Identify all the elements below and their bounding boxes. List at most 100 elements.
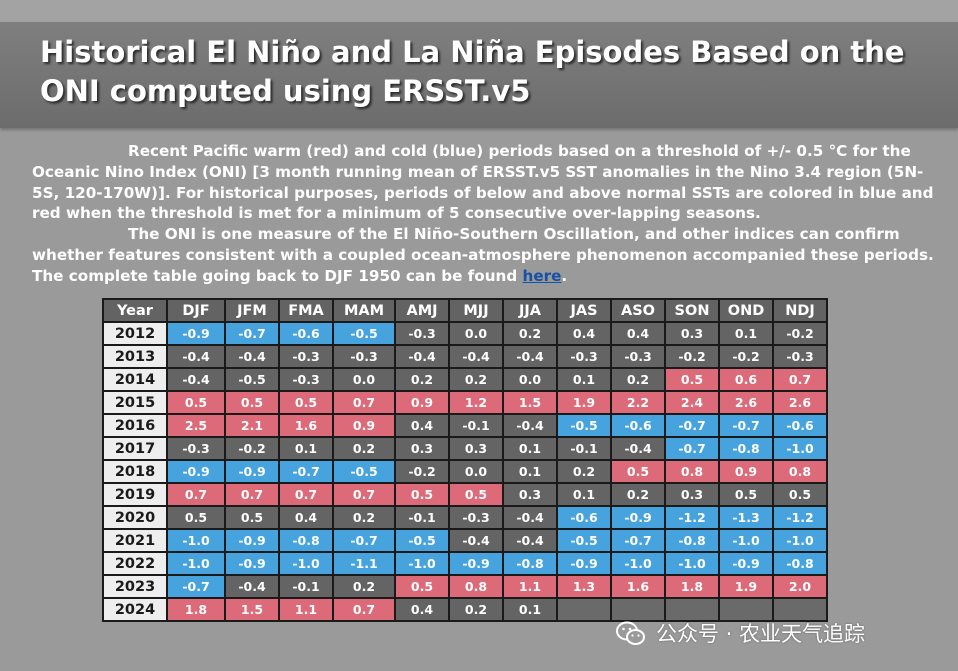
oni-value-cell: -1.1 — [332, 551, 396, 576]
oni-value-cell: 0.4 — [278, 505, 334, 530]
oni-value-cell: -0.3 — [448, 505, 504, 530]
oni-value-cell: -0.9 — [224, 459, 280, 484]
oni-value-cell: -1.0 — [166, 551, 226, 576]
oni-value-cell: 0.0 — [448, 321, 504, 346]
column-header-mam: MAM — [332, 298, 396, 323]
year-cell: 2012 — [102, 321, 168, 346]
year-cell: 2015 — [102, 390, 168, 415]
oni-value-cell: -0.9 — [448, 551, 504, 576]
oni-value-cell: 1.6 — [610, 574, 666, 599]
column-header-year: Year — [102, 298, 168, 323]
oni-value-cell — [556, 597, 612, 622]
oni-value-cell: 0.2 — [556, 459, 612, 484]
oni-value-cell: -1.0 — [772, 528, 828, 553]
oni-value-cell: -0.6 — [772, 413, 828, 438]
year-cell: 2024 — [102, 597, 168, 622]
oni-value-cell: 0.5 — [394, 574, 450, 599]
oni-value-cell: -0.9 — [718, 551, 774, 576]
oni-value-cell: -0.6 — [556, 505, 612, 530]
oni-value-cell: 0.8 — [448, 574, 504, 599]
table-row: 2012 -0.9 -0.7 -0.6 -0.5 -0.3 0.0 0.2 0.4 0.4 0.3 0… — [102, 321, 828, 346]
year-cell: 2019 — [102, 482, 168, 507]
oni-table: Year DJF JFM FMA MAM AMJ MJJ JJA JAS ASO SON OND NDJ… — [102, 298, 828, 622]
oni-value-cell: -0.7 — [332, 528, 396, 553]
oni-value-cell: 1.6 — [278, 413, 334, 438]
oni-value-cell: -0.7 — [278, 459, 334, 484]
oni-value-cell: -0.8 — [664, 528, 720, 553]
oni-value-cell: 1.5 — [224, 597, 280, 622]
column-header-jja: JJA — [502, 298, 558, 323]
column-header-jas: JAS — [556, 298, 612, 323]
oni-value-cell: 0.2 — [610, 482, 666, 507]
intro-paragraph-2-text: The ONI is one measure of the El Niño-So… — [32, 225, 934, 285]
oni-value-cell: -0.6 — [278, 321, 334, 346]
table-row: 2016 2.5 2.1 1.6 0.9 0.4 -0.1 -0.4 -0.5 -0.6 -0.7-… — [102, 413, 828, 438]
oni-value-cell: 0.3 — [664, 321, 720, 346]
column-header-son: SON — [664, 298, 720, 323]
oni-value-cell: 0.3 — [664, 482, 720, 507]
oni-value-cell: -0.1 — [394, 505, 450, 530]
year-cell: 2023 — [102, 574, 168, 599]
oni-value-cell: 0.2 — [502, 321, 558, 346]
oni-value-cell: -1.0 — [610, 551, 666, 576]
oni-table-body: 2012 -0.9 -0.7 -0.6 -0.5 -0.3 0.0 0.2 0.4 0.4 0.3 0… — [102, 321, 828, 622]
oni-value-cell: -0.3 — [556, 344, 612, 369]
oni-value-cell: 0.5 — [448, 482, 504, 507]
oni-value-cell: -0.8 — [718, 436, 774, 461]
oni-value-cell: 1.1 — [278, 597, 334, 622]
year-cell: 2021 — [102, 528, 168, 553]
table-row: 2015 0.5 0.5 0.5 0.7 0.9 1.2 1.5 1.9 2.2 2.4 2.6 2.6 — [102, 390, 828, 415]
year-cell: 2018 — [102, 459, 168, 484]
oni-value-cell: -0.3 — [610, 344, 666, 369]
oni-value-cell: 1.9 — [556, 390, 612, 415]
oni-value-cell: -0.4 — [502, 505, 558, 530]
intro-text: Recent Pacific warm (red) and cold (blue… — [32, 141, 942, 287]
oni-value-cell: 0.9 — [718, 459, 774, 484]
oni-value-cell: -0.4 — [448, 344, 504, 369]
oni-value-cell: 0.2 — [332, 505, 396, 530]
oni-value-cell: 0.5 — [394, 482, 450, 507]
oni-value-cell: 0.1 — [718, 321, 774, 346]
table-row: 2024 1.8 1.5 1.1 0.7 0.4 0.2 0.1 — [102, 597, 828, 622]
oni-value-cell: -0.3 — [772, 344, 828, 369]
oni-value-cell — [664, 597, 720, 622]
column-header-amj: AMJ — [394, 298, 450, 323]
oni-value-cell: 1.8 — [664, 574, 720, 599]
oni-value-cell: -0.1 — [448, 413, 504, 438]
column-header-ndj: NDJ — [772, 298, 828, 323]
oni-value-cell: 1.9 — [718, 574, 774, 599]
oni-value-cell: -0.3 — [166, 436, 226, 461]
table-row: 2018 -0.9 -0.9 -0.7 -0.5 -0.2 0.0 0.1 0.2 0.5 0.8 0… — [102, 459, 828, 484]
oni-value-cell: 0.4 — [394, 413, 450, 438]
oni-value-cell: 0.0 — [502, 367, 558, 392]
full-table-link[interactable]: here — [522, 266, 562, 285]
oni-value-cell: 2.6 — [772, 390, 828, 415]
oni-value-cell: -0.2 — [394, 459, 450, 484]
oni-value-cell: 0.7 — [166, 482, 226, 507]
oni-value-cell: 0.4 — [394, 597, 450, 622]
oni-value-cell: 1.8 — [166, 597, 226, 622]
oni-value-cell: -0.4 — [224, 344, 280, 369]
oni-value-cell: -0.9 — [166, 321, 226, 346]
table-row: 2013 -0.4 -0.4 -0.3 -0.3 -0.4 -0.4 -0.4 -0.3 -0.3… — [102, 344, 828, 369]
oni-value-cell: 0.4 — [556, 321, 612, 346]
oni-value-cell: 0.2 — [332, 436, 396, 461]
oni-value-cell: 0.5 — [166, 390, 226, 415]
oni-value-cell: -0.4 — [610, 436, 666, 461]
oni-value-cell: -0.9 — [556, 551, 612, 576]
table-row: 2023 -0.7 -0.4 -0.1 0.2 0.5 0.8 1.1 1.3 1.6 1.8 1.9… — [102, 574, 828, 599]
column-header-djf: DJF — [166, 298, 226, 323]
oni-value-cell: 0.1 — [502, 436, 558, 461]
year-cell: 2014 — [102, 367, 168, 392]
oni-value-cell: 0.1 — [278, 436, 334, 461]
oni-value-cell: 0.7 — [332, 390, 396, 415]
year-cell: 2022 — [102, 551, 168, 576]
oni-value-cell: 0.7 — [332, 597, 396, 622]
oni-value-cell: 0.9 — [394, 390, 450, 415]
oni-value-cell: 1.5 — [502, 390, 558, 415]
oni-value-cell: 0.3 — [502, 482, 558, 507]
oni-value-cell — [718, 597, 774, 622]
oni-value-cell: 2.4 — [664, 390, 720, 415]
oni-value-cell: 2.6 — [718, 390, 774, 415]
oni-value-cell: -0.7 — [664, 436, 720, 461]
